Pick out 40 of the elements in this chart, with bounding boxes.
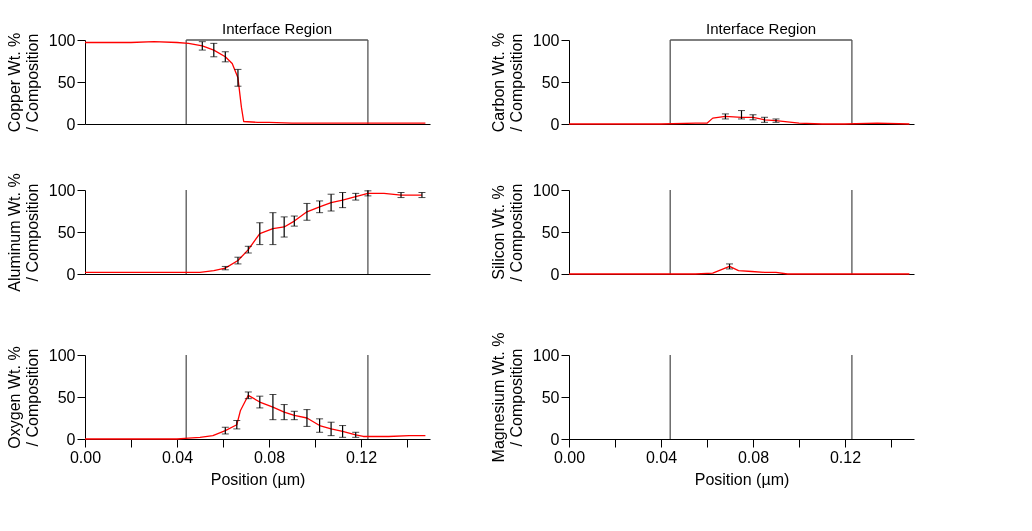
x-tick-label: 0.00 bbox=[553, 448, 586, 466]
line-series bbox=[84, 394, 427, 440]
y-axis-title: Oxygen Wt. % / Composition bbox=[5, 346, 41, 449]
y-tick-label: 50 bbox=[57, 223, 76, 241]
y-axis-title: Carbon Wt. % / Composition bbox=[489, 32, 525, 133]
line-series bbox=[568, 265, 911, 275]
x-tick-label: 0.12 bbox=[829, 448, 862, 466]
y-axis-title: Magnesium Wt. % / Composition bbox=[489, 332, 525, 463]
text: Interface Region bbox=[222, 20, 333, 37]
y-tick-label: 50 bbox=[541, 223, 560, 241]
y-axis-title: Aluminum Wt. % / Composition bbox=[5, 173, 41, 292]
y-tick-label: 0 bbox=[550, 115, 560, 133]
y-tick-label: 100 bbox=[48, 346, 76, 364]
y-axis-title: Silicon Wt. % / Composition bbox=[489, 183, 525, 282]
y-tick-label: 50 bbox=[541, 388, 560, 406]
y-tick-label: 0 bbox=[550, 430, 560, 448]
y-tick-label: 50 bbox=[541, 73, 560, 91]
y-tick-label: 0 bbox=[66, 430, 76, 448]
y-tick-label: 100 bbox=[48, 181, 76, 199]
y-tick-label: 0 bbox=[550, 265, 560, 283]
x-tick-label: 0.04 bbox=[161, 448, 194, 466]
y-tick-label: 50 bbox=[57, 388, 76, 406]
x-axis-title: Position (µm) bbox=[694, 470, 790, 488]
x-tick-label: 0.08 bbox=[737, 448, 770, 466]
line-series bbox=[568, 115, 911, 125]
x-tick-label: 0.00 bbox=[69, 448, 102, 466]
y-tick-label: 0 bbox=[66, 115, 76, 133]
line-series bbox=[84, 41, 427, 124]
y-tick-label: 100 bbox=[532, 31, 560, 49]
x-axis-title: Position (µm) bbox=[210, 470, 306, 488]
y-tick-label: 100 bbox=[532, 181, 560, 199]
y-axis-title: Copper Wt. % / Composition bbox=[5, 32, 41, 133]
y-tick-label: 100 bbox=[532, 346, 560, 364]
y-tick-label: 0 bbox=[66, 265, 76, 283]
x-tick-label: 0.12 bbox=[345, 448, 378, 466]
y-tick-label: 100 bbox=[48, 31, 76, 49]
y-tick-label: 50 bbox=[57, 73, 76, 91]
text: Interface Region bbox=[706, 20, 817, 37]
x-tick-label: 0.08 bbox=[253, 448, 286, 466]
x-tick-label: 0.04 bbox=[645, 448, 678, 466]
